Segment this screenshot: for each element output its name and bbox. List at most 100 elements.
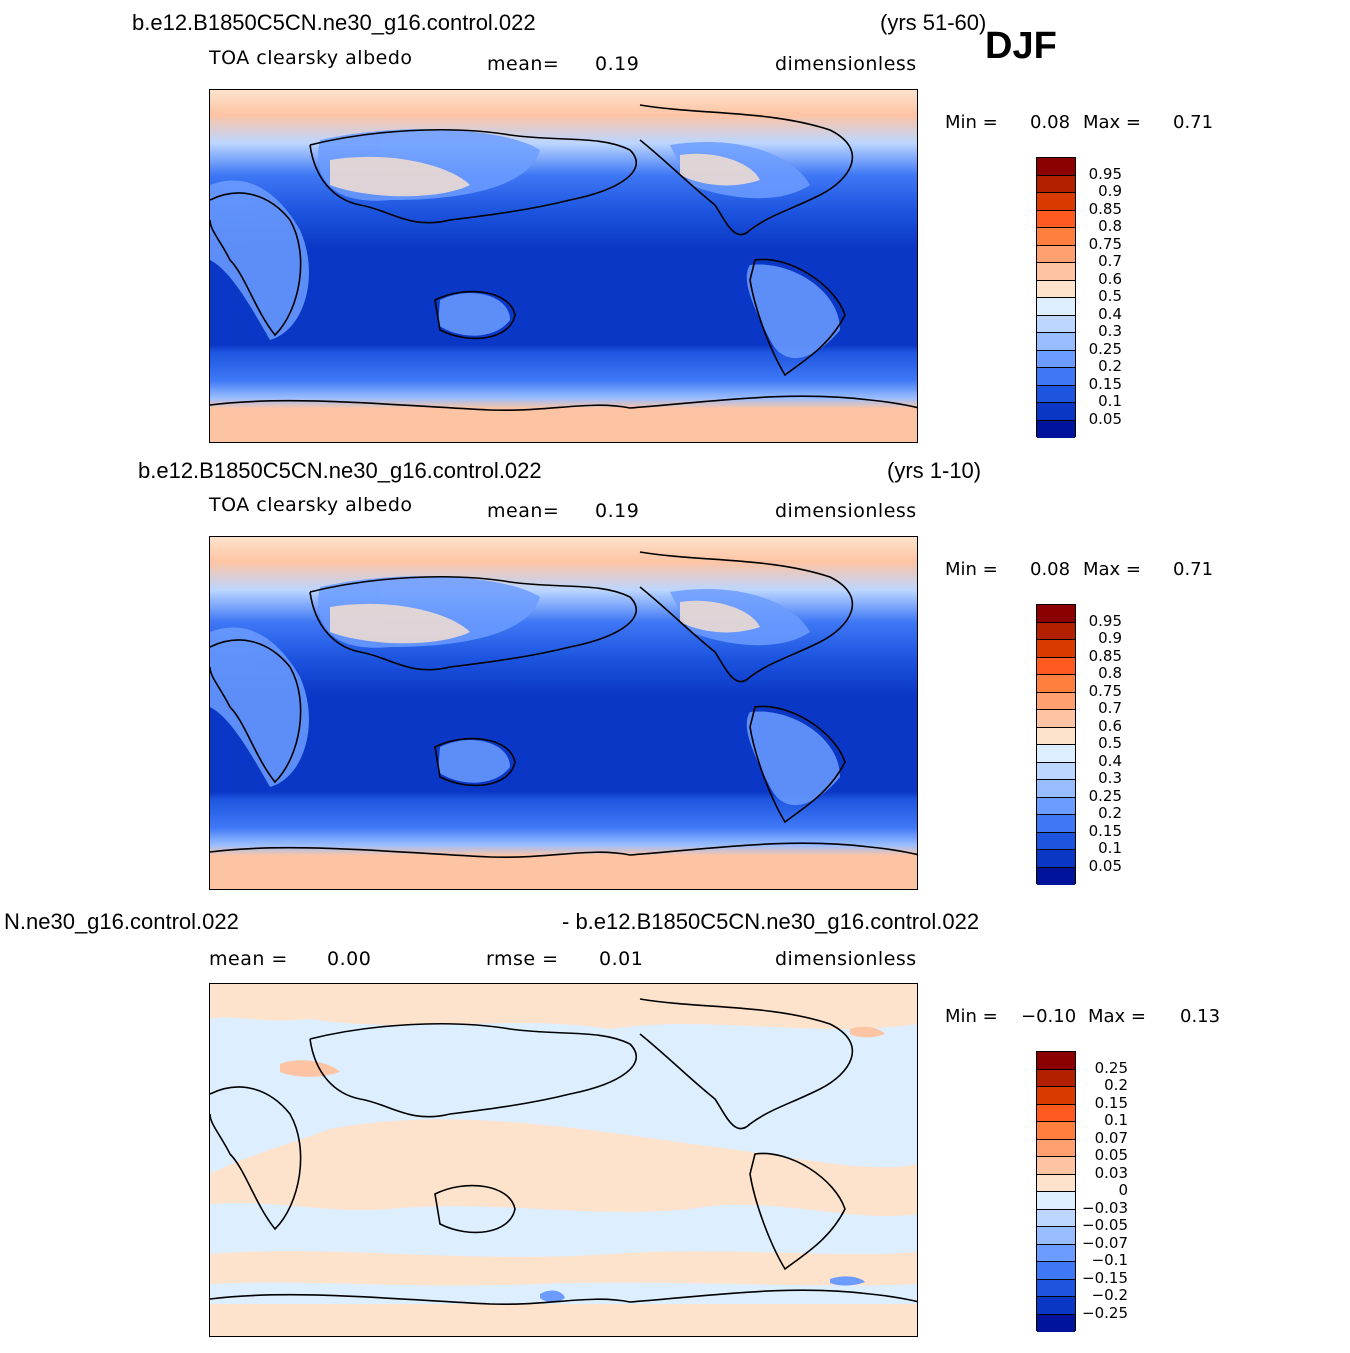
panel2-max-value: 0.71 xyxy=(1173,559,1214,580)
colorbar-swatch xyxy=(1037,245,1075,263)
colorbar-tick-label: 0.9 xyxy=(1098,629,1122,647)
colorbar-swatch xyxy=(1037,1139,1075,1157)
colorbar-tick-label: 0.7 xyxy=(1098,252,1122,270)
colorbar-swatch xyxy=(1037,193,1075,211)
colorbar-tick-label: 0.2 xyxy=(1104,1076,1128,1094)
panel3-min-label: Min = xyxy=(945,1006,998,1027)
colorbar-swatch xyxy=(1037,368,1075,386)
colorbar-swatch xyxy=(1037,1192,1075,1210)
colorbar-tick-label: 0.8 xyxy=(1098,217,1122,235)
panel2-min-value: 0.08 xyxy=(1030,559,1071,580)
colorbar-swatch xyxy=(1037,175,1075,193)
colorbar-tick-label: 0 xyxy=(1118,1181,1128,1199)
colorbar-tick-label: 0.15 xyxy=(1088,374,1122,393)
colorbar-swatch xyxy=(1037,832,1075,850)
colorbar-tick-label: 0.1 xyxy=(1098,392,1122,410)
colorbar-tick-label: 0.05 xyxy=(1088,409,1122,428)
colorbar-swatch xyxy=(1037,1104,1075,1122)
colorbar-tick-label: −0.07 xyxy=(1082,1233,1128,1252)
panel2-map xyxy=(209,536,918,890)
colorbar-tick-label: 0.03 xyxy=(1094,1163,1128,1182)
colorbar-swatch xyxy=(1037,1297,1075,1315)
panel3-rmse-value: 0.01 xyxy=(599,948,644,970)
colorbar-swatch xyxy=(1037,797,1075,815)
colorbar-tick-label: 0.25 xyxy=(1088,339,1122,358)
colorbar-swatch xyxy=(1037,385,1075,403)
colorbar-tick-label: 0.25 xyxy=(1088,786,1122,805)
colorbar-swatch xyxy=(1037,403,1075,421)
colorbar-swatch xyxy=(1037,815,1075,833)
panel3-case-title-left: N.ne30_g16.control.022 xyxy=(4,909,239,934)
panel3-colorbar xyxy=(1036,1051,1076,1332)
colorbar-swatch xyxy=(1037,333,1075,351)
colorbar-tick-label: 0.07 xyxy=(1094,1128,1128,1147)
panel2-max-label: Max = xyxy=(1083,559,1142,580)
colorbar-swatch xyxy=(1037,867,1075,885)
colorbar-tick-label: 0.05 xyxy=(1088,856,1122,875)
colorbar-tick-label: 0.4 xyxy=(1098,304,1122,323)
colorbar-swatch xyxy=(1037,1209,1075,1227)
panel3-max-label: Max = xyxy=(1088,1006,1147,1027)
colorbar-tick-label: 0.1 xyxy=(1098,839,1122,857)
colorbar-swatch xyxy=(1037,420,1075,438)
colorbar-swatch xyxy=(1037,158,1075,176)
colorbar-swatch xyxy=(1037,1157,1075,1175)
colorbar-tick-label: 0.85 xyxy=(1088,199,1122,218)
colorbar-tick-label: −0.25 xyxy=(1082,1303,1128,1322)
colorbar-tick-label: −0.03 xyxy=(1082,1198,1128,1217)
colorbar-tick-label: 0.15 xyxy=(1088,821,1122,840)
panel1-max-label: Max = xyxy=(1083,112,1142,133)
colorbar-swatch xyxy=(1037,745,1075,763)
panel1-years: (yrs 51-60) xyxy=(880,10,987,35)
panel1-max-value: 0.71 xyxy=(1173,112,1214,133)
panel3-case-title-right: - b.e12.B1850C5CN.ne30_g16.control.022 xyxy=(562,909,980,934)
panel2-min-label: Min = xyxy=(945,559,998,580)
panel2-case-title: b.e12.B1850C5CN.ne30_g16.control.022 xyxy=(138,458,542,483)
colorbar-swatch xyxy=(1037,727,1075,745)
colorbar-tick-label: −0.1 xyxy=(1091,1251,1128,1269)
panel1-units: dimensionless xyxy=(775,53,917,75)
colorbar-tick-label: 0.5 xyxy=(1098,287,1122,305)
colorbar-tick-label: 0.95 xyxy=(1088,611,1122,630)
colorbar-tick-label: 0.3 xyxy=(1098,769,1122,787)
colorbar-swatch xyxy=(1037,263,1075,281)
colorbar-swatch xyxy=(1037,675,1075,693)
colorbar-tick-label: 0.2 xyxy=(1098,804,1122,822)
panel1-variable: TOA clearsky albedo xyxy=(209,47,413,69)
panel1-mean-label: mean= xyxy=(487,53,560,75)
colorbar-swatch xyxy=(1037,1052,1075,1070)
colorbar-swatch xyxy=(1037,692,1075,710)
colorbar-tick-label: −0.2 xyxy=(1091,1286,1128,1304)
colorbar-tick-label: 0.95 xyxy=(1088,164,1122,183)
colorbar-swatch xyxy=(1037,710,1075,728)
panel1-min-label: Min = xyxy=(945,112,998,133)
panel1-mean-value: 0.19 xyxy=(595,53,640,75)
colorbar-swatch xyxy=(1037,1122,1075,1140)
panel3-max-value: 0.13 xyxy=(1180,1006,1221,1027)
colorbar-tick-label: 0.8 xyxy=(1098,664,1122,682)
colorbar-tick-label: 0.25 xyxy=(1094,1058,1128,1077)
colorbar-tick-label: 0.75 xyxy=(1088,681,1122,700)
colorbar-swatch xyxy=(1037,640,1075,658)
panel1-map xyxy=(209,89,918,443)
colorbar-swatch xyxy=(1037,280,1075,298)
panel2-mean-label: mean= xyxy=(487,500,560,522)
colorbar-tick-label: 0.85 xyxy=(1088,646,1122,665)
colorbar-swatch xyxy=(1037,1069,1075,1087)
panel3-mean-label: mean = xyxy=(209,948,288,970)
panel1-case-title: b.e12.B1850C5CN.ne30_g16.control.022 xyxy=(132,10,536,35)
panel2-years: (yrs 1-10) xyxy=(887,458,982,483)
colorbar-swatch xyxy=(1037,1279,1075,1297)
panel3-mean-value: 0.00 xyxy=(327,948,372,970)
colorbar-tick-label: 0.15 xyxy=(1094,1093,1128,1112)
panel1-min-value: 0.08 xyxy=(1030,112,1071,133)
colorbar-tick-label: 0.9 xyxy=(1098,182,1122,200)
colorbar-tick-label: 0.1 xyxy=(1104,1111,1128,1129)
colorbar-swatch xyxy=(1037,1314,1075,1332)
colorbar-tick-label: 0.7 xyxy=(1098,699,1122,717)
colorbar-swatch xyxy=(1037,605,1075,623)
colorbar-tick-label: 0.6 xyxy=(1098,716,1122,735)
colorbar-swatch xyxy=(1037,657,1075,675)
colorbar-swatch xyxy=(1037,1174,1075,1192)
colorbar-tick-label: 0.05 xyxy=(1094,1146,1128,1164)
